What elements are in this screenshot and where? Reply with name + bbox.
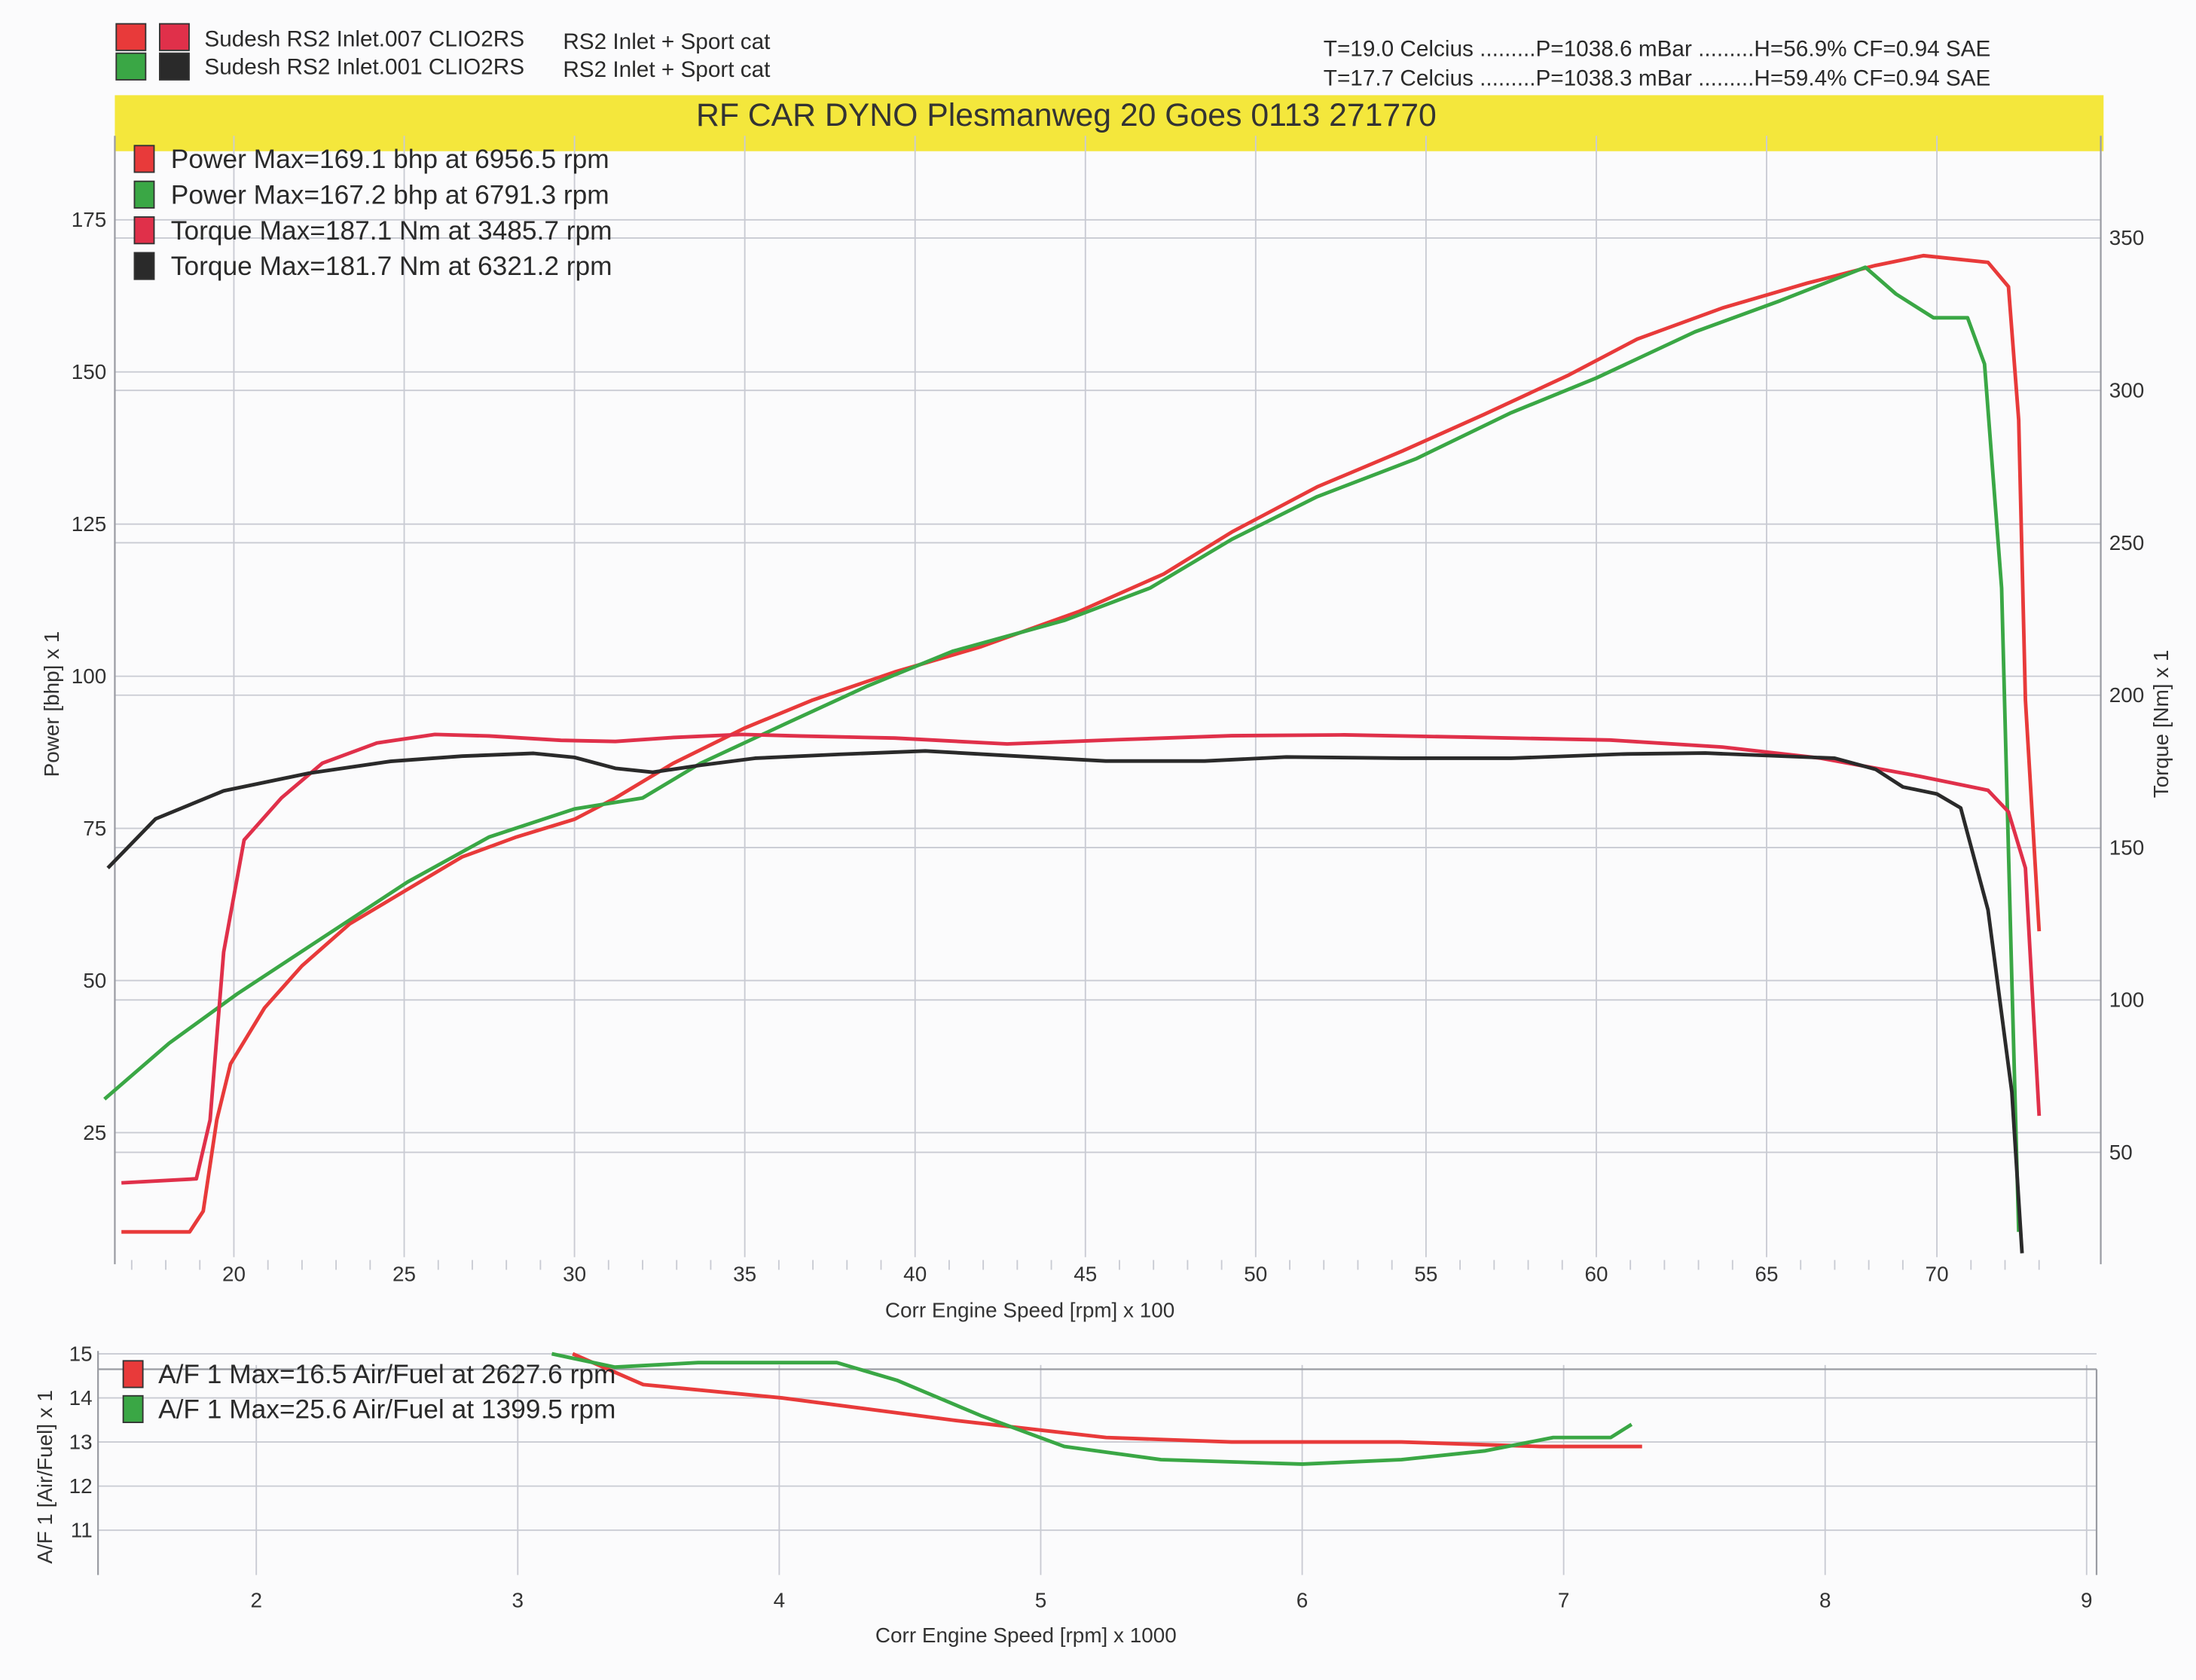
x-tick-label: 55: [1414, 1262, 1437, 1285]
legend-entry: Power Max=167.2 bhp at 6791.3 rpm: [171, 180, 609, 209]
af-y-tick-label: 11: [71, 1518, 93, 1541]
run2-torque-swatch: [159, 52, 190, 81]
af-x-tick-label: 8: [1819, 1588, 1831, 1611]
y2-tick-label: 300: [2109, 378, 2145, 402]
legend-swatch: [133, 180, 155, 209]
legend-entry: Torque Max=181.7 Nm at 6321.2 rpm: [171, 252, 612, 281]
x-tick-label: 20: [222, 1262, 246, 1285]
y-tick-label: 150: [72, 360, 107, 383]
power-torque-chart: 20 25 30 35 40 45 50 55 60 65 70 25 50 75 100 125 150 175…: [72, 136, 2144, 1285]
af-y-label: A/F 1 [Air/Fuel] x 1: [33, 1390, 57, 1564]
af-x-tick-label: 3: [512, 1588, 524, 1611]
af-y-tick-label: 14: [69, 1386, 93, 1410]
af-legend-entry: A/F 1 Max=25.6 Air/Fuel at 1399.5 rpm: [158, 1394, 615, 1424]
af-x-tick-label: 9: [2081, 1588, 2093, 1611]
af-series-line-a-f-007: [572, 1352, 1642, 1449]
run-legend: Sudesh RS2 Inlet.007 CLIO2RS RS2 Inlet +…: [115, 23, 771, 82]
run1-desc: RS2 Inlet + Sport cat: [563, 29, 771, 54]
y2-tick-label: 100: [2109, 988, 2145, 1012]
main-y-label: Power [bhp] x 1: [40, 631, 63, 777]
af-x-tick-label: 7: [1558, 1588, 1570, 1611]
af-x-tick-label: 2: [250, 1588, 262, 1611]
af-y-tick-label: 13: [69, 1430, 93, 1453]
af-series-line-a-f-001: [551, 1352, 1633, 1466]
af-legend-entry: A/F 1 Max=16.5 Air/Fuel at 2627.6 rpm: [158, 1360, 615, 1389]
title-banner: [115, 95, 2104, 151]
legend-entry: Power Max=169.1 bhp at 6956.5 rpm: [171, 145, 609, 174]
run2-label: Sudesh RS2 Inlet.001 CLIO2RS: [204, 54, 524, 79]
series-line-power-001: [103, 265, 2021, 1233]
main-x-label: Corr Engine Speed [rpm] x 100: [885, 1299, 1174, 1322]
legend-swatch: [133, 252, 155, 280]
y-tick-label: 175: [72, 208, 107, 231]
y2-tick-label: 150: [2109, 835, 2145, 859]
main-y2-label: Torque [Nm] x 1: [2149, 650, 2173, 799]
series-line-torque-007: [121, 732, 2042, 1185]
y-tick-label: 50: [83, 969, 106, 992]
x-tick-label: 45: [1074, 1262, 1097, 1285]
af-x-tick-label: 4: [774, 1588, 786, 1611]
af-x-label: Corr Engine Speed [rpm] x 1000: [875, 1623, 1177, 1647]
legend-swatch: [133, 216, 155, 245]
run1-label: Sudesh RS2 Inlet.007 CLIO2RS: [204, 26, 524, 51]
y2-tick-label: 250: [2109, 531, 2145, 554]
dyno-title: RF CAR DYNO Plesmanweg 20 Goes 0113 2717…: [696, 97, 1437, 133]
x-tick-label: 40: [903, 1262, 927, 1285]
y2-tick-label: 200: [2109, 683, 2145, 707]
af-x-tick-label: 5: [1035, 1588, 1047, 1611]
y-tick-label: 75: [83, 817, 106, 840]
af-x-tick-label: 6: [1297, 1588, 1309, 1611]
legend-swatch: [133, 145, 155, 173]
af-legend-swatch: [122, 1360, 144, 1388]
air-fuel-chart: 2 3 4 5 6 7 8 9 11 12 13 14 15 A/F 1 Max=16.5 Air/Fue…: [69, 1342, 2098, 1611]
x-tick-label: 65: [1755, 1262, 1779, 1285]
af-y-tick-label: 15: [69, 1342, 93, 1365]
y-tick-label: 25: [83, 1121, 106, 1144]
run1-power-swatch: [115, 23, 147, 51]
run1-torque-swatch: [159, 23, 190, 51]
y-tick-label: 100: [72, 664, 107, 688]
y2-tick-label: 350: [2109, 226, 2145, 249]
x-tick-label: 50: [1244, 1262, 1267, 1285]
x-tick-label: 25: [392, 1262, 416, 1285]
x-tick-label: 60: [1584, 1262, 1608, 1285]
run2-desc: RS2 Inlet + Sport cat: [563, 57, 771, 82]
x-tick-label: 70: [1926, 1262, 1949, 1285]
run2-power-swatch: [115, 52, 147, 81]
series-line-torque-001: [106, 749, 2024, 1254]
legend-entry: Torque Max=187.1 Nm at 3485.7 rpm: [171, 216, 612, 246]
x-tick-label: 35: [733, 1262, 756, 1285]
conditions-run1: T=19.0 Celcius .........P=1038.6 mBar ..…: [1324, 36, 1991, 61]
y2-tick-label: 50: [2109, 1141, 2133, 1164]
conditions-run2: T=17.7 Celcius .........P=1038.3 mBar ..…: [1324, 66, 1991, 90]
af-y-tick-label: 12: [69, 1474, 93, 1498]
x-tick-label: 30: [563, 1262, 586, 1285]
series-line-power-007: [121, 253, 2042, 1234]
af-legend-swatch: [122, 1394, 144, 1423]
y-tick-label: 125: [72, 512, 107, 536]
